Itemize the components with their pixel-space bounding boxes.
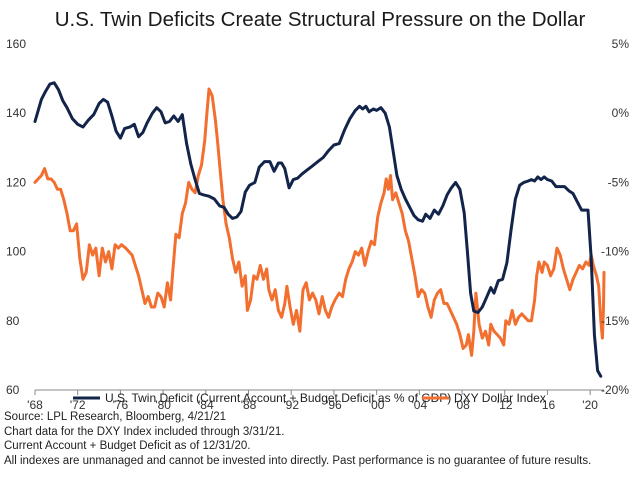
x-tick-label: '88 xyxy=(241,398,257,410)
y-right-tick-label: -15% xyxy=(601,314,629,328)
y-left-tick-label: 120 xyxy=(6,175,26,189)
twin-deficit-dxy-chart: '68 '72 '76 '80 '84 '88 '92 '96 '00 '04 '08 '12 '16 '… xyxy=(6,37,629,410)
y-left-tick-label: 80 xyxy=(6,314,20,328)
legend: U.S. Twin Deficit (Current Account + Bud… xyxy=(73,391,546,405)
y-left-tick-label: 140 xyxy=(6,106,26,120)
legend-item-dxy: DXY Dollar Index xyxy=(422,391,546,405)
x-tick-label: '04 xyxy=(411,398,427,410)
x-tick-label: '80 xyxy=(155,398,171,410)
x-tick-label: '68 xyxy=(27,398,43,410)
disclaimer-note: All indexes are unmanaged and cannot be … xyxy=(4,454,592,467)
y-right-tick-label: -5% xyxy=(608,175,630,189)
x-tick-label: '76 xyxy=(113,398,129,410)
series-line-dxy xyxy=(33,87,606,357)
x-tick-label: '12 xyxy=(497,398,513,410)
source-notes: Source: LPL Research, Bloomberg, 4/21/21… xyxy=(4,410,591,468)
y-right-tick-label: 5% xyxy=(612,37,630,51)
y-left-tick-label: 60 xyxy=(6,383,20,397)
legend-label: U.S. Twin Deficit (Current Account + Bud… xyxy=(105,391,451,405)
ticks-layer: '68 '72 '76 '80 '84 '88 '92 '96 '00 '04 '08 '12 '16 '… xyxy=(6,37,629,410)
data-range-note: Chart data for the DXY Index included th… xyxy=(4,425,285,438)
y-left-tick-label: 100 xyxy=(6,245,26,259)
axes-layer xyxy=(34,389,604,395)
x-tick-label: '96 xyxy=(326,398,342,410)
legend-item-twin-deficit: U.S. Twin Deficit (Current Account + Bud… xyxy=(73,391,451,405)
x-tick-label: '08 xyxy=(454,398,470,410)
series-layer xyxy=(33,81,606,378)
x-tick-label: '16 xyxy=(540,398,556,410)
y-right-tick-label: 0% xyxy=(612,106,630,120)
chart-title: U.S. Twin Deficits Create Structural Pre… xyxy=(54,8,586,31)
y-right-tick-label: -10% xyxy=(601,245,629,259)
deficit-date-note: Current Account + Budget Deficit as of 1… xyxy=(4,440,251,452)
legend-label: DXY Dollar Index xyxy=(454,391,546,405)
x-tick-label: '92 xyxy=(283,398,299,410)
y-right-tick-label: -20% xyxy=(601,383,629,397)
x-tick-label: '84 xyxy=(198,398,214,410)
x-tick-label: '72 xyxy=(70,398,86,410)
x-tick-label: '20 xyxy=(582,398,598,410)
x-tick-label: '00 xyxy=(369,398,385,410)
y-left-tick-label: 160 xyxy=(6,37,26,51)
source-note: Source: LPL Research, Bloomberg, 4/21/21 xyxy=(4,411,227,423)
series-line-twin-deficit xyxy=(33,81,603,378)
